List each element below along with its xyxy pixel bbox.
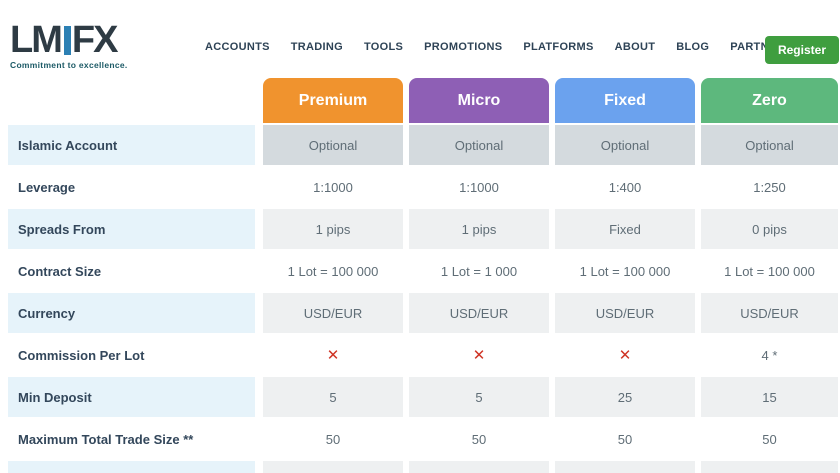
cell-premium: Optional [263,125,403,165]
cell-micro: ✕ [409,335,549,375]
row-label: Spreads From [8,209,255,249]
row-label: Min Deposit [8,377,255,417]
cell-micro: 5 [409,377,549,417]
cell-premium: 1 pips [263,209,403,249]
column-header-micro[interactable]: Micro [409,78,549,123]
cell-zero: 4 * [701,335,838,375]
cell-micro [409,461,549,473]
row-label [8,461,255,473]
row-label: Leverage [18,179,76,195]
cross-icon: ✕ [618,346,632,364]
table-header-row: Premium Micro Fixed Zero [0,78,840,123]
cell-premium: ✕ [263,335,403,375]
table-row [0,461,840,473]
column-header-zero[interactable]: Zero [701,78,838,123]
nav-item-tools[interactable]: TOOLS [363,41,404,53]
cell-fixed: Fixed [555,209,695,249]
logo-text-fx: FX [71,19,119,61]
cell-micro: 1:1000 [409,167,549,207]
cell-micro: 50 [409,419,549,459]
cell-fixed: 25 [555,377,695,417]
cell-fixed: 50 [555,419,695,459]
cell-zero: USD/EUR [701,293,838,333]
table-row: Currency USD/EUR USD/EUR USD/EUR USD/EUR [0,293,840,333]
nav-item-platforms[interactable]: PLATFORMS [523,41,594,53]
cell-fixed: ✕ [555,335,695,375]
accounts-comparison-table: Premium Micro Fixed Zero Islamic Account Opt… [0,78,840,473]
column-header-fixed[interactable]: Fixed [555,78,695,123]
cell-zero: Optional [701,125,838,165]
table-row: Min Deposit 5 5 25 15 [0,377,840,417]
cell-premium: 50 [263,419,403,459]
header-row-spacer [8,78,255,123]
cell-zero: 15 [701,377,838,417]
cell-zero: 1:250 [701,167,838,207]
cell-premium: 1 Lot = 100 000 [263,251,403,291]
column-header-premium[interactable]: Premium [263,78,403,123]
row-label: Commission Per Lot [18,347,145,363]
cell-zero: 0 pips [701,209,838,249]
register-button[interactable]: Register [764,36,839,64]
row-label: Contract Size [18,263,102,279]
main-nav: ACCOUNTS TRADING TOOLS PROMOTIONS PLATFORMS A… [205,41,812,53]
nav-item-blog[interactable]: BLOG [676,41,710,53]
cell-zero: 50 [701,419,838,459]
cross-icon: ✕ [472,346,486,364]
nav-item-promotions[interactable]: PROMOTIONS [424,41,503,53]
row-label: Maximum Total Trade Size ** [18,431,194,447]
table-row: Spreads From 1 pips 1 pips Fixed 0 pips [0,209,840,249]
cell-fixed [555,461,695,473]
nav-item-trading[interactable]: TRADING [290,41,343,53]
table-row: Maximum Total Trade Size ** 50 50 50 50 [0,419,840,459]
cell-fixed: USD/EUR [555,293,695,333]
row-label: Currency [8,293,255,333]
cell-premium [263,461,403,473]
cell-micro: 1 pips [409,209,549,249]
cell-zero [701,461,838,473]
cell-micro: Optional [409,125,549,165]
site-header: LM FX Commitment to excellence. ACCOUNTS T… [0,0,840,72]
logo-wordmark: LM FX [10,19,128,61]
row-label: Islamic Account [8,125,255,165]
nav-item-accounts[interactable]: ACCOUNTS [205,41,270,53]
table-body: Islamic Account Optional Optional Optional O… [0,125,840,473]
cell-fixed: Optional [555,125,695,165]
nav-item-about[interactable]: ABOUT [614,41,656,53]
cell-premium: 1:1000 [263,167,403,207]
table-row: Commission Per Lot ✕ ✕ ✕ 4 * [0,335,840,375]
cell-zero: 1 Lot = 100 000 [701,251,838,291]
cross-icon: ✕ [326,346,340,364]
lmfx-logo[interactable]: LM FX Commitment to excellence. [10,19,128,70]
cell-micro: USD/EUR [409,293,549,333]
logo-tagline: Commitment to excellence. [10,60,128,70]
table-row: Islamic Account Optional Optional Optional O… [0,125,840,165]
cell-premium: USD/EUR [263,293,403,333]
logo-text-lm: LM [10,19,63,61]
cell-fixed: 1:400 [555,167,695,207]
table-row: Leverage 1:1000 1:1000 1:400 1:250 [0,167,840,207]
cell-micro: 1 Lot = 1 000 [409,251,549,291]
cell-premium: 5 [263,377,403,417]
table-row: Contract Size 1 Lot = 100 000 1 Lot = 1 00… [0,251,840,291]
cell-fixed: 1 Lot = 100 000 [555,251,695,291]
logo-blue-bar-icon [63,25,71,55]
